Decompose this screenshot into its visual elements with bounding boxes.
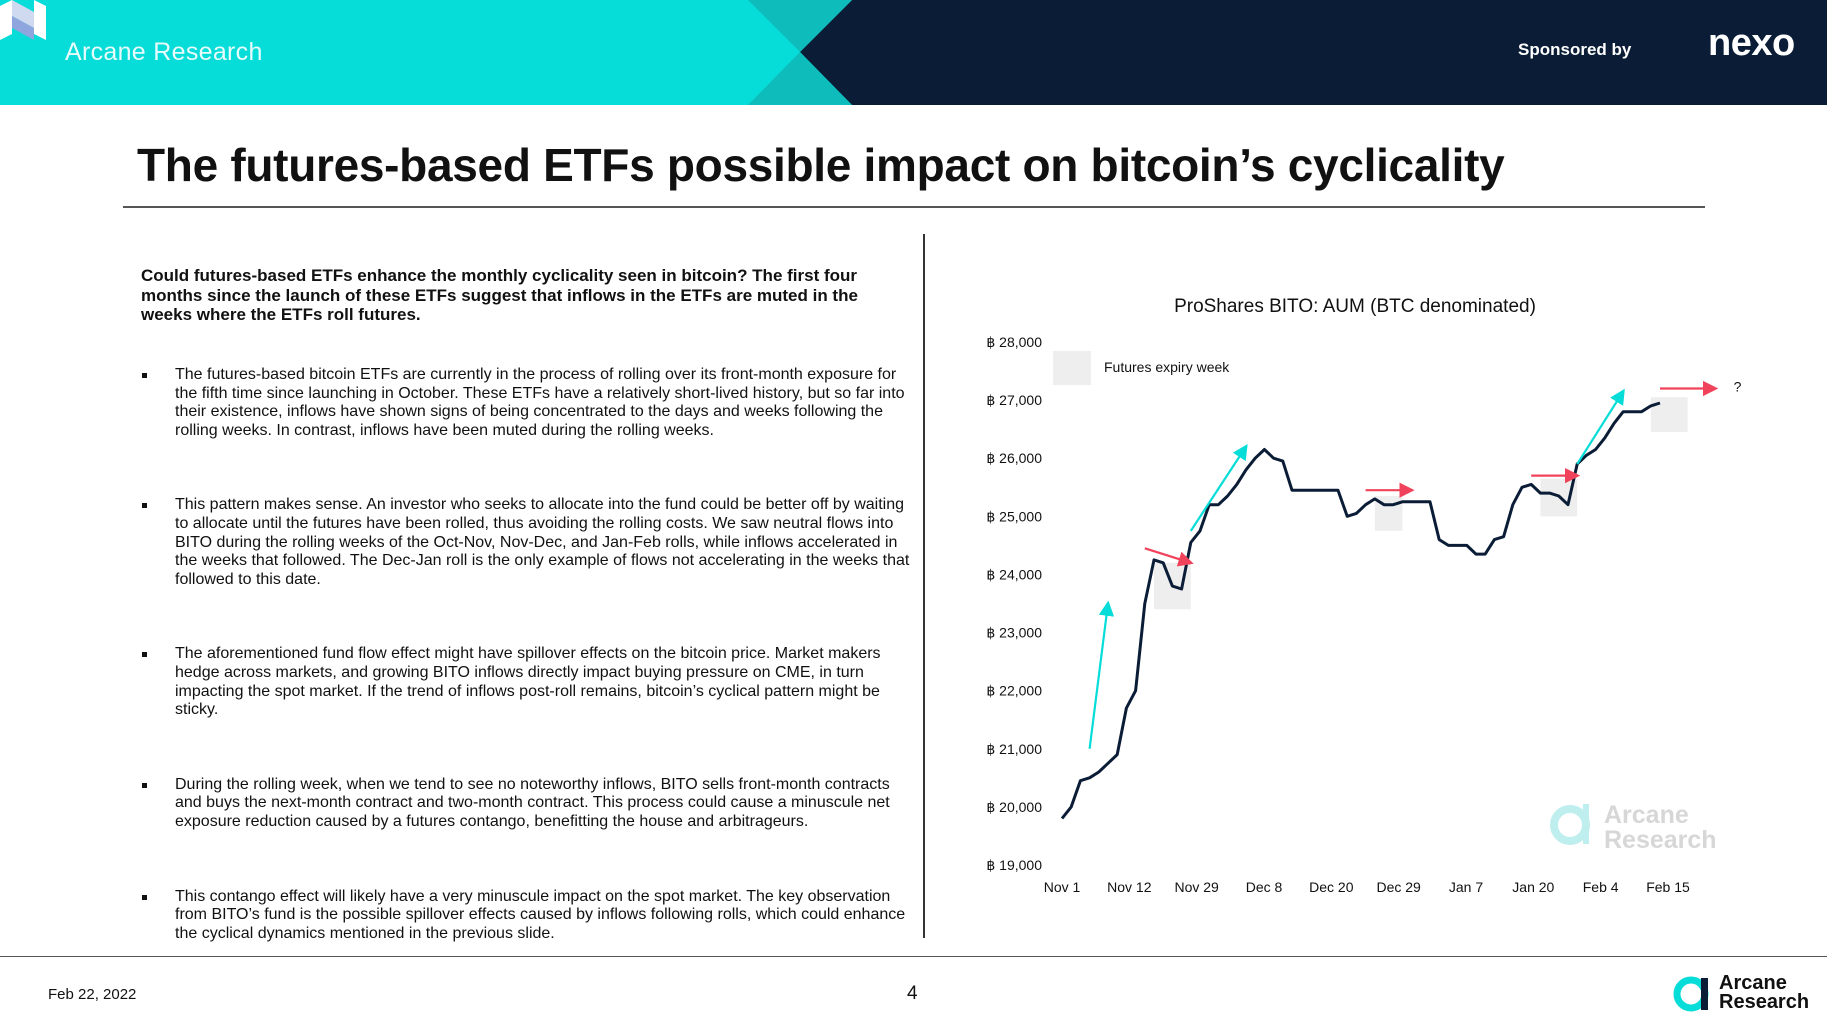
expiry-week-box [1650,397,1688,433]
trend-arrow [1088,600,1115,749]
y-tick-label: ฿ 28,000 [986,334,1042,350]
bullet-marker [142,503,147,509]
footer-logo-text: Arcane Research [1719,972,1810,1013]
y-tick-label: ฿ 26,000 [986,450,1042,466]
y-tick-label: ฿ 20,000 [986,799,1042,815]
x-tick-label: Jan 20 [1512,879,1554,895]
page-number: 4 [907,983,918,1004]
watermark-line1: Arcane [1604,801,1689,829]
chart-annotations: ? [1088,378,1742,749]
y-tick-label: ฿ 22,000 [986,683,1042,699]
x-axis-ticks: Nov 1 Nov 12 Nov 29 Dec 8 Dec 20 Dec 29 Jan 7 J… [1044,879,1690,895]
sponsor-label: Sponsored by [1518,40,1632,59]
bullet-marker [142,652,147,658]
y-tick-label: ฿ 25,000 [986,508,1042,524]
bullet-item: This pattern makes sense. An investor wh… [141,496,911,589]
chart-legend: Futures expiry week [1053,351,1230,385]
header-background [0,0,852,105]
legend-swatch [1053,351,1091,385]
bullet-marker [142,894,147,900]
bullet-item: The aforementioned fund flow effect migh… [141,645,911,719]
sponsor-name: nexo [1708,22,1795,64]
bullet-text: This contango effect will likely have a … [175,887,906,942]
bullet-marker [142,782,147,788]
watermark-line2: Research [1604,826,1717,854]
trend-arrow [1189,444,1248,532]
arcane-logo-icon [1673,976,1709,1012]
column-divider [923,234,925,938]
bullet-text: This pattern makes sense. An investor wh… [175,496,910,588]
title-divider [123,206,1705,208]
bullet-list: The futures-based bitcoin ETFs are curre… [141,366,911,943]
y-tick-label: ฿ 19,000 [986,857,1042,873]
y-axis-ticks: ฿ 19,000 ฿ 20,000 ฿ 21,000 ฿ 22,000 ฿ 23,000… [986,334,1042,873]
x-tick-label: Dec 8 [1246,879,1283,895]
x-tick-label: Feb 4 [1583,879,1619,895]
arcane-watermark: Arcane Research [1550,801,1717,854]
footer-logo-line1: Arcane [1719,972,1787,994]
bullet-item: The futures-based bitcoin ETFs are curre… [141,366,911,440]
annotation-text: ? [1734,378,1742,394]
x-tick-label: Dec 29 [1376,879,1421,895]
footer-logo-line2: Research [1719,991,1810,1013]
x-tick-label: Nov 12 [1107,879,1152,895]
bullet-text: The futures-based bitcoin ETFs are curre… [175,366,905,439]
y-tick-label: ฿ 24,000 [986,566,1042,582]
y-tick-label: ฿ 21,000 [986,741,1042,757]
chart-title: ProShares BITO: AUM (BTC denominated) [1174,296,1536,317]
bullet-text: The aforementioned fund flow effect migh… [175,645,881,719]
bullet-item: This contango effect will likely have a … [141,888,911,944]
bullet-text: During the rolling week, when we tend to… [175,775,890,830]
aum-series-line [1060,401,1661,820]
nexo-logo-icon [0,0,46,40]
brand-name: Arcane Research [65,38,263,66]
x-tick-label: Nov 1 [1044,879,1081,895]
x-tick-label: Nov 29 [1174,879,1219,895]
trend-arrow [1576,388,1625,465]
bullet-marker [142,373,147,378]
y-tick-label: ฿ 27,000 [986,392,1042,408]
legend-label: Futures expiry week [1104,359,1230,375]
y-tick-label: ฿ 23,000 [986,625,1042,641]
footer-divider [0,956,1827,957]
bullet-item: During the rolling week, when we tend to… [141,776,911,832]
header-banner: Arcane Research Sponsored by nexo [0,0,1827,105]
x-tick-label: Feb 15 [1646,879,1690,895]
footer-date: Feb 22, 2022 [48,986,137,1003]
x-tick-label: Jan 7 [1449,879,1483,895]
trend-arrow [1144,547,1194,567]
aum-chart: ProShares BITO: AUM (BTC denominated) ฿ … [986,296,1742,895]
intro-text: Could futures-based ETFs enhance the mon… [141,266,858,324]
slide-title: The futures-based ETFs possible impact o… [137,139,1505,191]
x-tick-label: Dec 20 [1309,879,1354,895]
